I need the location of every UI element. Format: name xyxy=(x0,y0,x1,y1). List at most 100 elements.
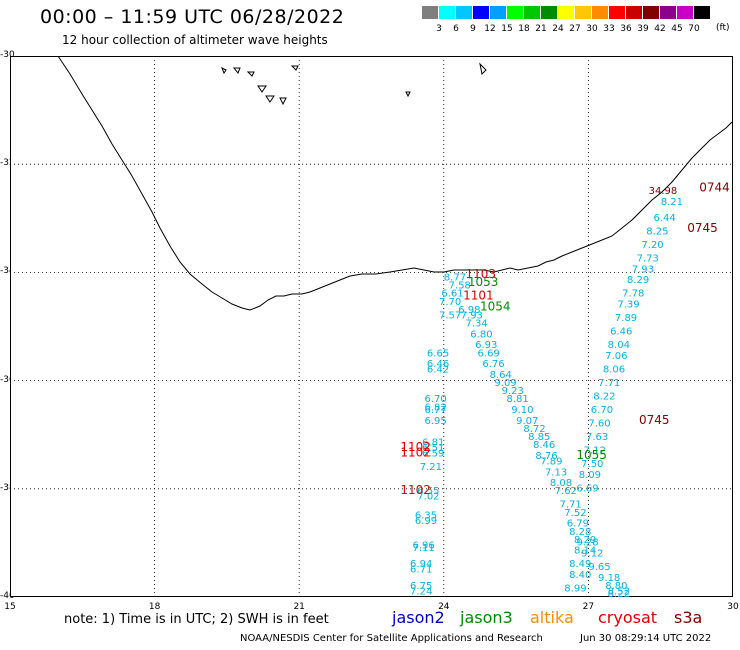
colorbar-swatch xyxy=(473,6,489,19)
graticule xyxy=(10,56,733,597)
wave-height-label: 7.62 xyxy=(555,486,577,497)
wave-height-label: 7.06 xyxy=(605,351,627,362)
wave-height-label: 6.42 xyxy=(427,364,449,375)
wave-height-label: 8.25 xyxy=(646,227,668,238)
wave-height-label: 6.35 xyxy=(415,511,437,522)
wave-height-label: 6.75 xyxy=(410,581,432,592)
wave-height-label: 8.49 xyxy=(569,559,591,570)
colorbar-label: 24 xyxy=(552,24,564,34)
wave-height-label: 7.11 xyxy=(412,543,434,554)
lon-tick-label: 30 xyxy=(727,602,739,612)
lon-tick-label: 18 xyxy=(148,602,161,612)
colorbar-swatch xyxy=(575,6,591,19)
colorbar-label: 18 xyxy=(518,24,530,34)
wave-height-label: 7.73 xyxy=(637,254,659,265)
wave-height-label: 6.81 xyxy=(422,438,444,449)
wave-height-label: 7.12 xyxy=(584,446,606,457)
colorbar-swatch xyxy=(677,6,693,19)
wave-height-label: 8.46 xyxy=(533,440,555,451)
wave-height-label: 9.18 xyxy=(598,573,620,584)
colorbar-label: 15 xyxy=(501,24,513,34)
colorbar-label: 36 xyxy=(620,24,632,34)
wave-height-label: 8.21 xyxy=(661,197,683,208)
colorbar-unit: (ft) xyxy=(716,23,730,33)
wave-height-label: 6.59 xyxy=(422,448,444,459)
wave-height-label: 8.22 xyxy=(608,589,630,597)
wave-height-label: 6.93 xyxy=(475,340,497,351)
wave-height-label: 7.20 xyxy=(641,240,663,251)
lon-tick-label: 24 xyxy=(438,602,450,612)
wave-height-label: 6.94 xyxy=(410,559,432,570)
wave-height-label: 6.51 xyxy=(422,443,444,454)
coastline xyxy=(57,56,733,311)
wave-height-label: 6.96 xyxy=(412,540,434,551)
wave-height-label: 7.50 xyxy=(581,459,603,470)
wave-height-label: 1055 xyxy=(576,448,607,462)
lat-tick-label: -40 xyxy=(0,591,15,601)
wave-height-label: 7.21 xyxy=(420,462,442,473)
colorbar-label: 9 xyxy=(470,24,476,34)
wave-height-label: 9.28 xyxy=(576,538,598,549)
colorbar-label: 30 xyxy=(586,24,598,34)
colorbar-swatch xyxy=(558,6,574,19)
wave-height-label: 8.85 xyxy=(528,432,550,443)
wave-height-label: 6.65 xyxy=(427,348,449,359)
wave-height-label: 0745 xyxy=(639,413,670,427)
wave-height-label: 6.46 xyxy=(427,359,449,370)
wave-height-label: 0744 xyxy=(699,180,730,194)
wave-height-label: 8.80 xyxy=(605,581,627,592)
lon-tick-label: 21 xyxy=(293,602,305,612)
observation-labels: 8.777.586.617.707.576.656.466.426.706.82… xyxy=(400,180,729,597)
map-frame xyxy=(10,56,733,597)
colorbar-label: 12 xyxy=(484,24,496,34)
lon-tick-label: 27 xyxy=(582,602,595,612)
wave-height-label: 1102 xyxy=(400,445,431,459)
lat-tick-label: -32 xyxy=(0,158,15,169)
wave-height-label: 9.12 xyxy=(581,548,603,559)
wave-height-label: 7.34 xyxy=(465,319,487,330)
wave-height-label: 7.71 xyxy=(559,500,581,511)
colorbar-swatch xyxy=(592,6,608,19)
wave-height-label: 6.99 xyxy=(415,516,437,527)
colorbar-label: 27 xyxy=(569,24,581,34)
lat-tick-label: -34 xyxy=(0,266,15,277)
wave-height-label: 8.09 xyxy=(579,470,601,481)
wave-height-label: 8.99 xyxy=(564,584,586,595)
footer-note: note: 1) Time is in UTC; 2) SWH is in fe… xyxy=(64,612,329,627)
wave-height-label: 9.09 xyxy=(494,378,516,389)
wave-height-label: 7.63 xyxy=(586,432,608,443)
wave-height-label: 8.76 xyxy=(535,451,557,462)
credit-line: NOAA/NESDIS Center for Satellite Applica… xyxy=(240,633,543,644)
legend-item-jason3: jason3 xyxy=(460,608,513,627)
wave-height-label: 9.65 xyxy=(588,562,610,573)
wave-height-label: 6.77 xyxy=(425,405,447,416)
wave-height-label: 7.58 xyxy=(449,281,471,292)
legend-item-altika: altika xyxy=(530,608,574,627)
wave-height-label: 6.61 xyxy=(441,289,463,300)
colorbar-label: 39 xyxy=(637,24,649,34)
wave-height-label: 6.82 xyxy=(425,402,447,413)
lat-tick-label: -36 xyxy=(0,374,15,385)
colorbar-swatch xyxy=(439,6,455,19)
wave-height-label: 6.69 xyxy=(576,484,598,495)
colorbar-label: 33 xyxy=(603,24,615,34)
wave-height-label: 8.64 xyxy=(490,370,512,381)
colorbar-swatch xyxy=(609,6,625,19)
wave-height-label: 6.80 xyxy=(470,329,492,340)
colorbar-label: 70 xyxy=(688,24,700,34)
wave-height-label: 8.77 xyxy=(444,273,466,284)
wave-height-label: 8.29 xyxy=(574,535,596,546)
wave-height-label: 7.60 xyxy=(588,419,610,430)
colorbar-swatch xyxy=(643,6,659,19)
wave-height-label: 7.93 xyxy=(632,264,654,275)
wave-height-label: 0745 xyxy=(687,221,718,235)
wave-height-label: 6.71 xyxy=(410,565,432,576)
wave-height-label: 1101 xyxy=(463,288,494,302)
wave-height-label: 7.89 xyxy=(540,456,562,467)
legend-item-cryosat: cryosat xyxy=(598,608,658,627)
colorbar-label: 21 xyxy=(535,24,547,34)
colorbar-swatch xyxy=(541,6,557,19)
wave-height-label: 9.10 xyxy=(511,405,533,416)
colorbar-label: 45 xyxy=(671,24,683,34)
wave-height-label: 8.81 xyxy=(506,394,528,405)
